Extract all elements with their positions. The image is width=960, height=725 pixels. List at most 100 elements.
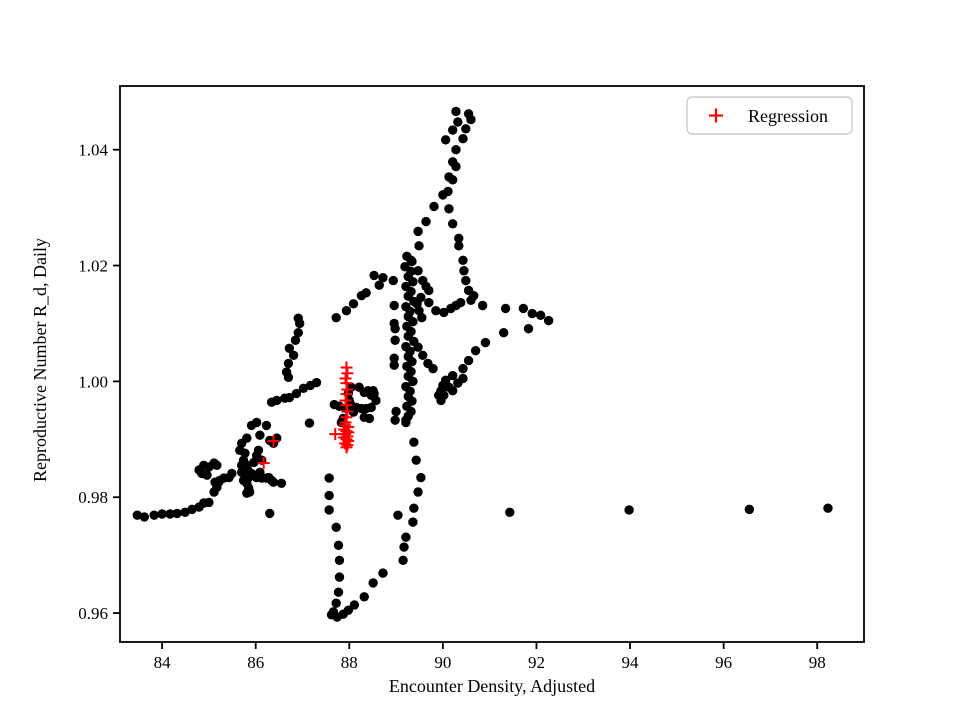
data-point xyxy=(399,542,409,552)
x-tick-label: 88 xyxy=(341,653,358,672)
data-point xyxy=(823,503,833,513)
y-tick-label: 1.02 xyxy=(78,257,108,276)
data-point xyxy=(298,383,309,394)
data-point xyxy=(268,477,279,487)
data-point xyxy=(451,106,461,117)
x-axis-ticks: 84 86 88 90 92 94 96 98 xyxy=(154,642,826,672)
data-point xyxy=(428,363,438,374)
regression-point xyxy=(329,428,342,441)
data-point xyxy=(461,275,471,286)
plot-background xyxy=(120,86,864,642)
data-point xyxy=(361,288,371,298)
data-point xyxy=(284,392,295,403)
data-point xyxy=(276,478,287,489)
data-point xyxy=(389,300,399,311)
data-point xyxy=(451,145,461,155)
y-tick-label: 1.00 xyxy=(78,372,108,391)
data-point xyxy=(455,297,466,308)
data-point xyxy=(324,473,334,483)
data-point xyxy=(378,568,388,578)
data-point xyxy=(393,510,403,520)
legend: Regression xyxy=(686,96,853,135)
data-point xyxy=(454,241,464,251)
data-point xyxy=(284,343,295,354)
data-point xyxy=(461,124,471,134)
data-point xyxy=(413,226,423,237)
data-point xyxy=(439,307,449,318)
data-point xyxy=(341,306,352,316)
data-point xyxy=(132,510,143,520)
data-point xyxy=(535,310,546,321)
data-point xyxy=(409,503,419,513)
data-point xyxy=(409,437,419,447)
data-point xyxy=(436,395,446,406)
x-tick-label: 86 xyxy=(247,653,264,672)
regression-point xyxy=(340,441,353,454)
data-point xyxy=(261,473,272,483)
data-point xyxy=(378,273,388,283)
data-point xyxy=(334,555,345,566)
data-point xyxy=(369,270,379,281)
data-point xyxy=(470,345,481,356)
data-point xyxy=(411,455,421,465)
data-point xyxy=(408,376,418,387)
data-point xyxy=(255,430,265,440)
data-point xyxy=(429,201,439,212)
data-point xyxy=(249,457,259,468)
data-point xyxy=(424,285,434,296)
y-tick-label: 0.98 xyxy=(78,488,108,507)
data-point xyxy=(416,472,426,483)
data-point xyxy=(227,468,237,479)
data-point xyxy=(408,277,418,287)
legend-label: Regression xyxy=(748,106,828,126)
data-point xyxy=(348,299,359,309)
data-point xyxy=(407,256,417,267)
data-point xyxy=(463,355,474,366)
data-point xyxy=(149,510,159,520)
data-point xyxy=(281,367,292,377)
data-point xyxy=(421,216,431,227)
data-point xyxy=(139,512,150,522)
data-point xyxy=(366,390,376,400)
data-point xyxy=(414,241,424,251)
data-point xyxy=(324,505,334,515)
data-point xyxy=(291,388,302,399)
data-point xyxy=(331,598,341,608)
data-point xyxy=(251,417,262,428)
data-point xyxy=(283,358,294,369)
data-point xyxy=(364,413,375,424)
data-point xyxy=(331,312,341,323)
data-point xyxy=(204,497,214,508)
data-point xyxy=(453,117,463,127)
data-point xyxy=(447,125,458,135)
data-point xyxy=(424,297,434,308)
data-point xyxy=(466,295,476,305)
data-point xyxy=(401,532,411,542)
data-point xyxy=(417,312,427,323)
regression-point xyxy=(267,435,280,448)
data-point xyxy=(374,280,384,290)
data-point xyxy=(242,433,252,443)
data-point xyxy=(518,303,529,314)
data-point xyxy=(388,275,398,286)
data-point xyxy=(466,114,476,125)
data-point xyxy=(505,507,515,517)
x-tick-label: 96 xyxy=(715,653,732,672)
y-axis-label: Reproductive Number R_d, Daily xyxy=(30,238,50,482)
data-point xyxy=(458,255,468,266)
data-point xyxy=(390,323,400,334)
data-point xyxy=(477,300,488,311)
y-tick-label: 1.04 xyxy=(78,141,108,160)
data-point xyxy=(401,417,411,428)
data-point xyxy=(293,313,303,323)
data-point xyxy=(431,306,441,316)
x-axis-label: Encounter Density, Adjusted xyxy=(389,676,595,696)
x-tick-label: 92 xyxy=(528,653,545,672)
data-point xyxy=(454,233,464,244)
data-point xyxy=(413,487,423,497)
data-point xyxy=(444,204,454,214)
data-point xyxy=(368,578,378,588)
data-point xyxy=(447,175,458,185)
data-point xyxy=(311,377,322,388)
